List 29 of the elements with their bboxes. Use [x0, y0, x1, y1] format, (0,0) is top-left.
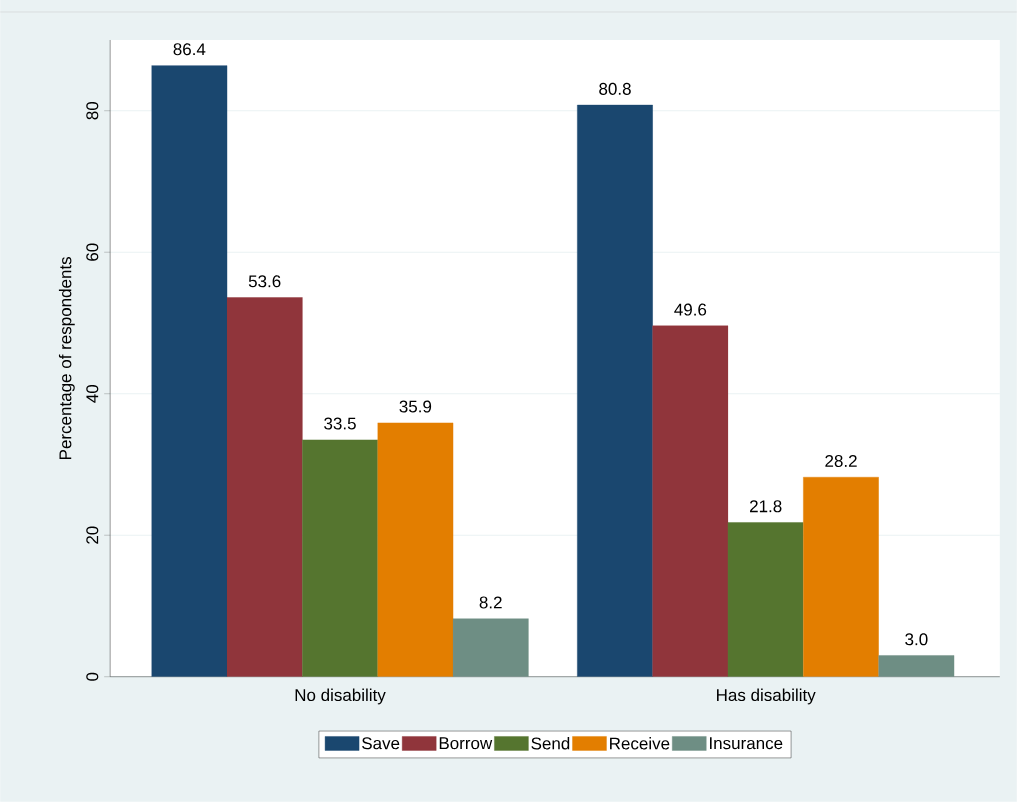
data-label: 86.4 [173, 43, 206, 56]
bar [226, 297, 303, 677]
data-label: 80.8 [599, 83, 631, 96]
y-tick-label: 60 [86, 243, 99, 261]
x-tick-label: Has disability [717, 688, 816, 705]
y-tick-label: 0 [86, 672, 99, 681]
y-tick-label: 80 [86, 102, 99, 120]
data-label: 53.6 [248, 275, 281, 288]
legend-label: Save [362, 737, 400, 750]
y-tick-label: 20 [86, 526, 99, 544]
data-label: 21.8 [750, 500, 782, 513]
legend-label: Receive [610, 737, 670, 750]
bar [377, 422, 454, 677]
data-label: 49.6 [674, 303, 707, 316]
bar [652, 325, 729, 677]
data-label: 8.2 [479, 596, 502, 609]
data-label: 33.5 [324, 417, 356, 430]
legend-label: Send [531, 737, 570, 750]
data-label: 28.2 [825, 455, 857, 468]
legend-label: Insurance [710, 737, 783, 750]
bar [727, 522, 804, 677]
y-tick-label: 40 [86, 385, 99, 403]
data-label: 35.9 [399, 400, 432, 413]
y-axis-title: Percentage of respondents [58, 257, 75, 460]
x-tick-label: No disability [295, 688, 386, 705]
legend-label: Borrow [439, 737, 493, 750]
data-label: 3.0 [905, 633, 928, 646]
bar [803, 477, 879, 677]
bar [302, 439, 378, 677]
